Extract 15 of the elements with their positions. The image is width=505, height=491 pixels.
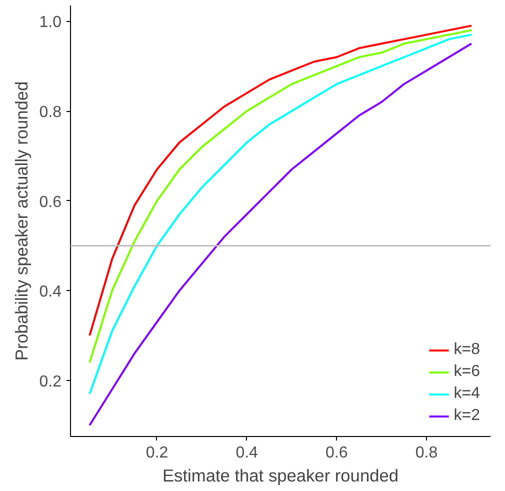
y-tick-label: 1.0 [39,14,62,32]
legend-label: k=8 [454,341,480,359]
legend-label: k=6 [454,363,480,381]
x-axis-title: Estimate that speaker rounded [162,466,399,486]
y-axis-title: Probability speaker actually rounded [11,81,32,361]
y-tick-label: 0.4 [39,284,62,301]
legend-label: k=4 [454,385,480,403]
y-tick-label: 0.2 [39,373,62,390]
legend-label: k=2 [454,407,480,425]
y-tick-label: 0.6 [39,194,62,211]
x-tick-label: 0.2 [146,444,168,462]
x-tick-label: 0.6 [326,444,348,462]
y-tick-label: 0.8 [39,104,62,122]
x-tick-label: 0.8 [415,444,438,462]
x-tick-label: 0.4 [236,444,258,462]
